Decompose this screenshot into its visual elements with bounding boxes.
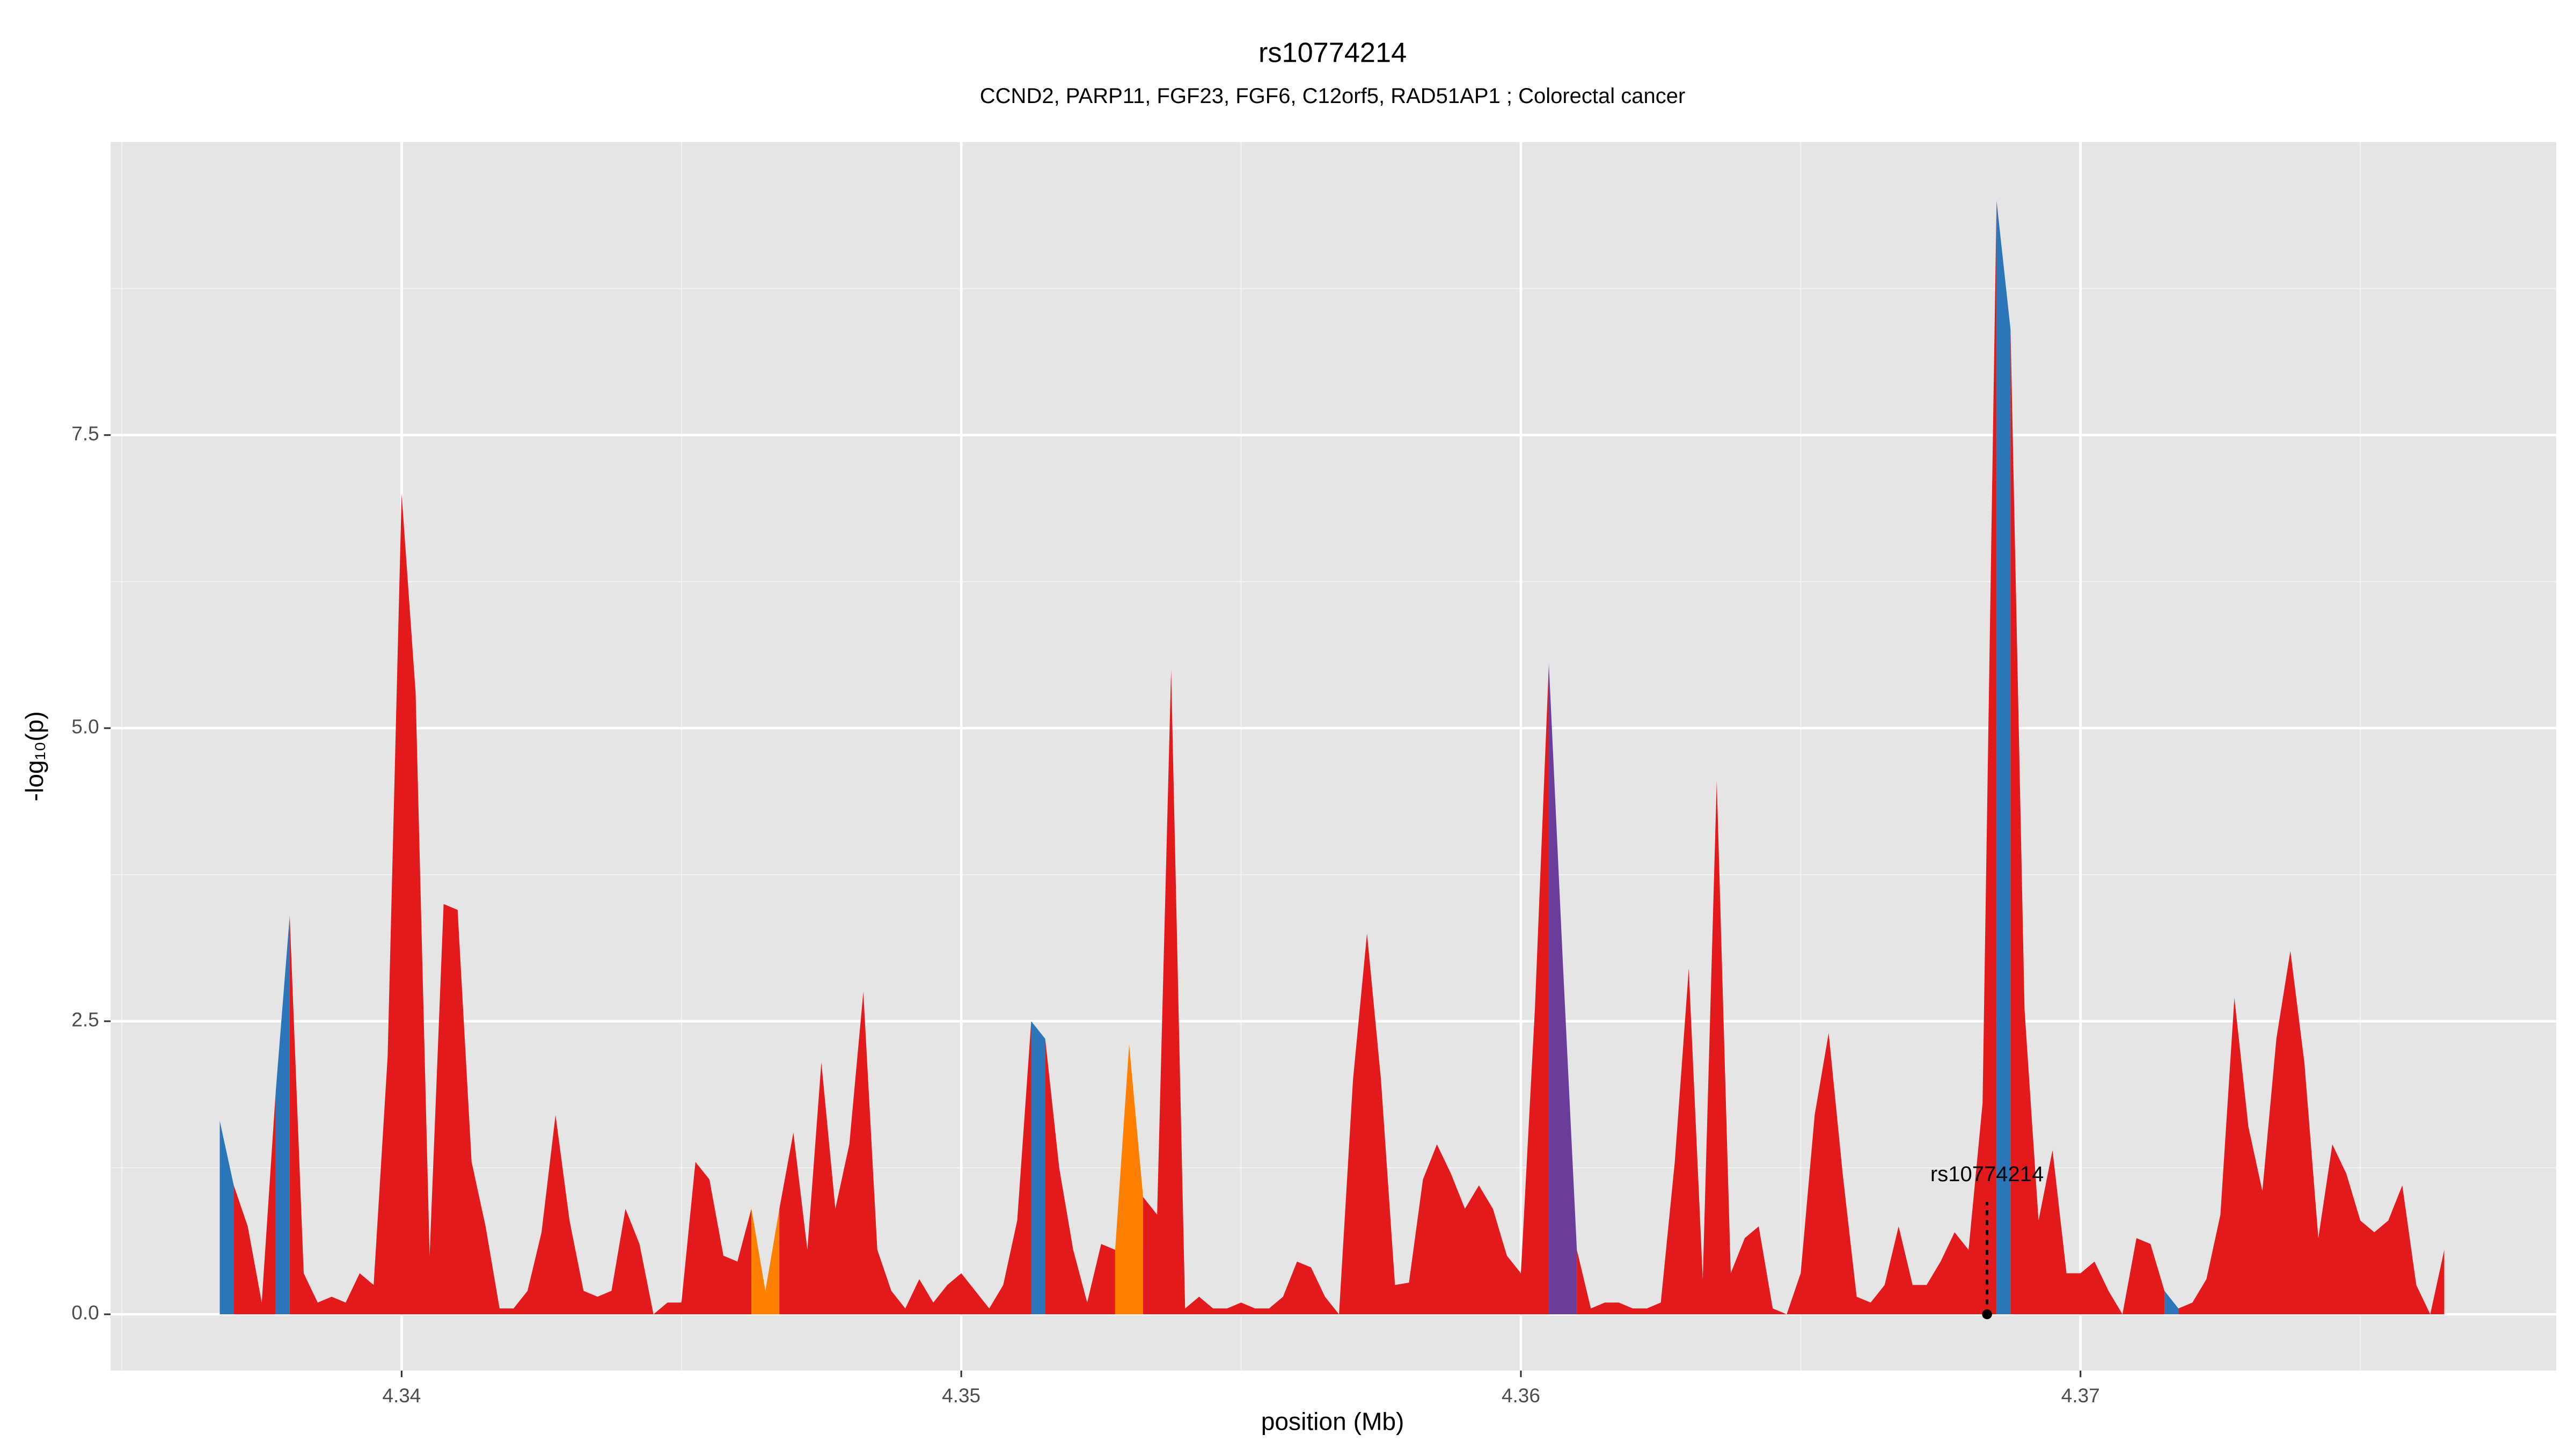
x-tick-label: 4.36 [1502, 1385, 1540, 1407]
y-tick-label: 0.0 [71, 1302, 99, 1324]
areas [219, 200, 2445, 1314]
area [1143, 663, 1549, 1314]
x-tick-label: 4.35 [942, 1385, 980, 1407]
area [1031, 1021, 1045, 1314]
axes: 4.34 4.35 4.36 4.37 0.0 2.5 5.0 7.5 rs10774214 [71, 422, 2099, 1406]
chart-subtitle: CCND2, PARP11, FGF23, FGF6, C12orf5, RAD… [980, 84, 1686, 108]
area [233, 1091, 276, 1314]
area [1549, 663, 1577, 1314]
area [289, 493, 752, 1314]
x-tick-label: 4.34 [382, 1385, 421, 1407]
area [1996, 200, 2011, 1314]
x-axis-label: position (Mb) [1261, 1407, 1404, 1435]
area [779, 992, 1031, 1314]
area [751, 1209, 780, 1314]
area [275, 916, 290, 1314]
y-axis-label: -log₁₀(p) [20, 711, 48, 801]
area [1045, 1038, 1115, 1314]
y-tick-label: 7.5 [71, 422, 99, 444]
plot-panel [111, 142, 2557, 1371]
annotation-label: rs10774214 [1930, 1162, 2044, 1186]
x-tick-label: 4.37 [2061, 1385, 2100, 1407]
chart-title: rs10774214 [1258, 37, 1407, 68]
area [2164, 1291, 2179, 1314]
area [1115, 1044, 1144, 1314]
y-tick-label: 5.0 [71, 716, 99, 738]
y-tick-label: 2.5 [71, 1009, 99, 1031]
area [2010, 330, 2165, 1314]
area [219, 1121, 234, 1314]
annotation-point [1982, 1309, 1992, 1320]
area [2178, 950, 2445, 1314]
